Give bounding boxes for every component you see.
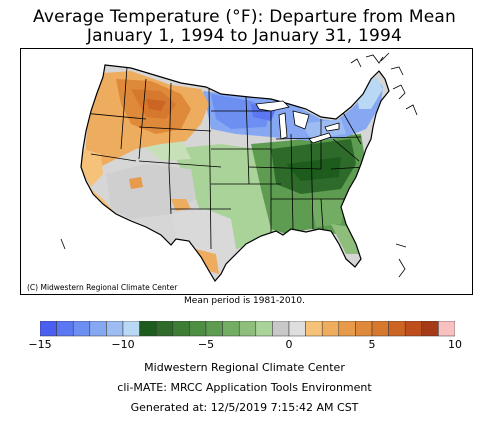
legend-swatch (238, 321, 257, 337)
temperature-fill (81, 65, 389, 281)
legend-tick-label: 10 (448, 338, 462, 351)
map-credit: (C) Midwestern Regional Climate Center (25, 283, 180, 292)
state-boundaries (82, 66, 367, 250)
color-legend (40, 321, 455, 337)
map-date-range: January 1, 1994 to January 31, 1994 (86, 26, 403, 46)
legend-tick-label: −15 (28, 338, 52, 351)
legend-swatch (421, 321, 439, 337)
us-temperature-map (60, 52, 418, 283)
legend-swatch (122, 321, 140, 337)
map-title: Average Temperature (°F): Departure from… (33, 7, 456, 27)
great-lakes (255, 100, 340, 144)
legend-swatch (272, 321, 290, 337)
legend-swatch (255, 321, 273, 337)
legend-swatch (388, 321, 406, 337)
legend-swatch (355, 321, 373, 337)
legend-swatch (205, 321, 223, 337)
footer-application: cli-MATE: MRCC Application Tools Environ… (117, 381, 372, 394)
legend-swatch (288, 321, 306, 337)
legend-swatch (89, 321, 107, 337)
legend-swatch (222, 321, 240, 337)
legend-swatch (155, 321, 174, 337)
legend-swatch (172, 321, 190, 337)
legend-swatch (371, 321, 389, 337)
legend-tick-label: −10 (111, 338, 135, 351)
mean-period-note: Mean period is 1981-2010. (184, 296, 305, 306)
legend-swatch (321, 321, 340, 337)
legend-tick-label: 0 (285, 338, 293, 351)
legend-tick-label: −5 (197, 338, 215, 351)
legend-tick-labels: −15 −10 −5 0 5 10 (28, 338, 462, 352)
legend-swatch (305, 321, 323, 337)
map-frame: (C) Midwestern Regional Climate Center (20, 48, 473, 295)
legend-swatch (106, 321, 124, 337)
legend-tick-label: 5 (368, 338, 376, 351)
legend-swatch (40, 321, 57, 337)
legend-swatch (189, 321, 207, 337)
footer-generated-time: Generated at: 12/5/2019 7:15:42 AM CST (130, 401, 359, 414)
legend-swatch (56, 321, 74, 337)
canada-coastline (60, 52, 418, 278)
footer-organization: Midwestern Regional Climate Center (144, 361, 345, 374)
us-outline (80, 64, 390, 283)
legend-swatch (438, 321, 455, 337)
legend-swatch (338, 321, 356, 337)
legend-bar (40, 321, 455, 337)
legend-swatch (139, 321, 157, 337)
legend-swatch (404, 321, 423, 337)
legend-swatch (72, 321, 91, 337)
